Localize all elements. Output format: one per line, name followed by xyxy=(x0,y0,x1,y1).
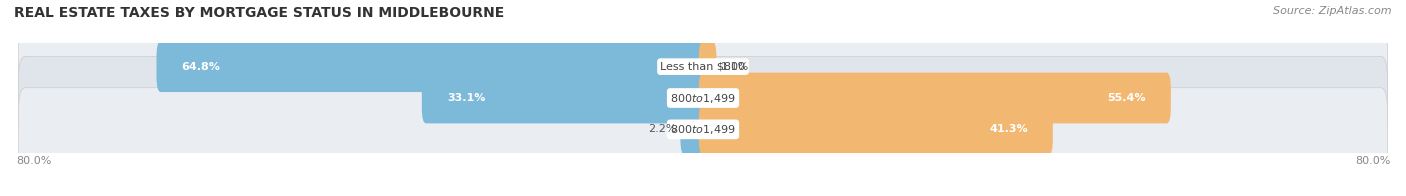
Text: 64.8%: 64.8% xyxy=(181,62,221,72)
FancyBboxPatch shape xyxy=(699,73,1171,123)
Text: Less than $800: Less than $800 xyxy=(661,62,745,72)
Text: 33.1%: 33.1% xyxy=(447,93,485,103)
FancyBboxPatch shape xyxy=(18,88,1388,171)
Text: 2.2%: 2.2% xyxy=(648,124,676,134)
FancyBboxPatch shape xyxy=(422,73,707,123)
Text: 1.1%: 1.1% xyxy=(721,62,749,72)
FancyBboxPatch shape xyxy=(156,41,707,92)
Text: Source: ZipAtlas.com: Source: ZipAtlas.com xyxy=(1274,6,1392,16)
Text: $800 to $1,499: $800 to $1,499 xyxy=(671,123,735,136)
Text: 41.3%: 41.3% xyxy=(988,124,1028,134)
FancyBboxPatch shape xyxy=(18,56,1388,140)
Text: 55.4%: 55.4% xyxy=(1107,93,1146,103)
FancyBboxPatch shape xyxy=(681,104,707,155)
Text: REAL ESTATE TAXES BY MORTGAGE STATUS IN MIDDLEBOURNE: REAL ESTATE TAXES BY MORTGAGE STATUS IN … xyxy=(14,6,505,20)
FancyBboxPatch shape xyxy=(18,25,1388,108)
FancyBboxPatch shape xyxy=(699,104,1053,155)
FancyBboxPatch shape xyxy=(699,41,717,92)
Text: $800 to $1,499: $800 to $1,499 xyxy=(671,92,735,104)
